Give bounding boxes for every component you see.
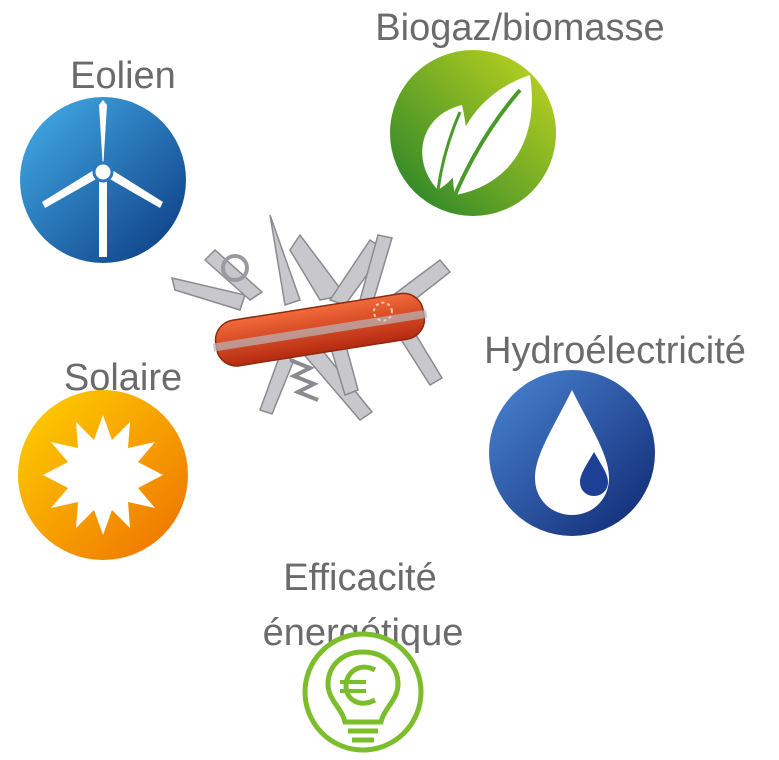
wind-icon bbox=[20, 97, 186, 263]
label: Efficacité bbox=[283, 557, 436, 599]
bulb-icon bbox=[302, 631, 424, 753]
label: Biogaz/biomasse bbox=[375, 7, 664, 49]
leaf-icon bbox=[390, 50, 556, 216]
water-icon bbox=[489, 370, 655, 536]
label: Hydroélectricité bbox=[484, 330, 746, 372]
label: Eolien bbox=[70, 55, 176, 97]
knife-illustration bbox=[170, 214, 452, 421]
sun-icon bbox=[18, 390, 188, 560]
label: Solaire bbox=[64, 357, 182, 399]
